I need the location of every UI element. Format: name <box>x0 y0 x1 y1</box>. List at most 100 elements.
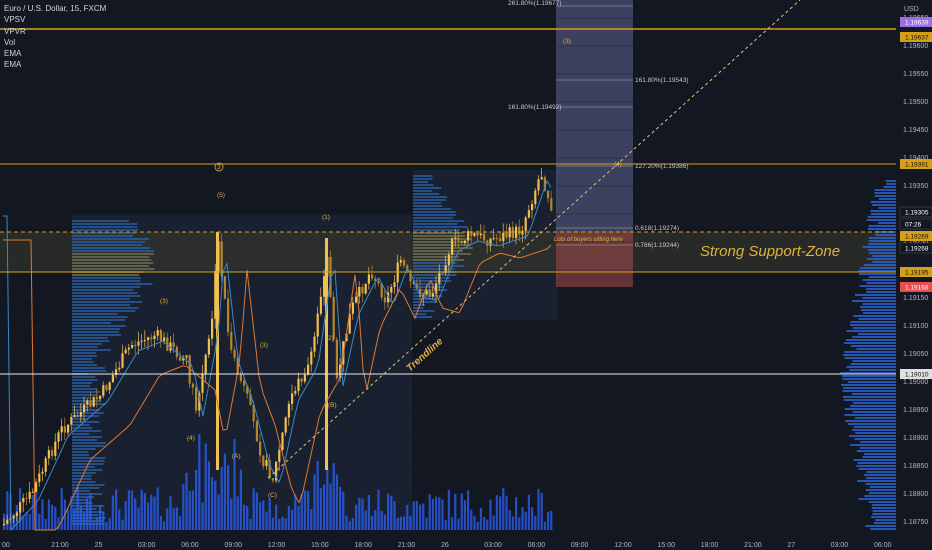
wave-label: (A) <box>232 453 241 460</box>
time-tick: 15:00 <box>311 542 329 549</box>
price-tick: 1.19150 <box>903 295 928 302</box>
price-tick: 1.19550 <box>903 71 928 78</box>
price-tick: 1.19500 <box>903 99 928 106</box>
time-tick: 03:00 <box>831 542 849 549</box>
candles <box>3 167 553 527</box>
time-tick: 03:00 <box>138 542 156 549</box>
fib-lines <box>556 5 633 246</box>
support-zone-label: Strong Support-Zone <box>700 243 840 260</box>
trendline[interactable] <box>267 0 801 479</box>
wave-label: (B) <box>328 402 337 409</box>
price-badge-label: 07:26 <box>905 222 922 229</box>
indicator-ema-1[interactable]: EMA <box>4 49 22 59</box>
fib-label: 161.80%(1.19543) <box>635 77 689 84</box>
price-tick: 1.18900 <box>903 435 928 442</box>
price-badge-label: 1.19195 <box>905 270 929 277</box>
time-tick: 18:00 <box>701 542 719 549</box>
time-tick: 06:00 <box>528 542 546 549</box>
price-badge <box>900 231 932 241</box>
fib-label: 161.80%(1.19492) <box>508 104 562 111</box>
price-tick: 1.19400 <box>903 155 928 162</box>
time-tick: 21:00 <box>398 542 416 549</box>
price-badge-label: 1.19639 <box>905 20 929 27</box>
symbol-title[interactable]: Euro / U.S. Dollar, 15, FXCM <box>4 4 107 13</box>
time-tick: 06:00 <box>874 542 892 549</box>
wave-labels: (3) (5) (4) (3) (A) (B) (C) (1) (2) 3 (4) (3) <box>160 38 622 499</box>
price-badge-label: 1.19010 <box>905 372 929 379</box>
fib-label: 0.786(1.19244) <box>635 242 679 249</box>
price-tick: 1.18950 <box>903 407 928 414</box>
wave-label: (4) <box>614 161 622 168</box>
indicator-vpvr[interactable]: VPVR <box>4 26 26 36</box>
price-tick: 1.18850 <box>903 463 928 470</box>
price-axis-badges: 1.19639 1.19637 1.19391 1.19305 07:26 1.19269… <box>899 17 932 379</box>
indicator-ema-2[interactable]: EMA <box>4 60 22 70</box>
time-tick: 09:00 <box>571 542 589 549</box>
price-badge <box>900 282 932 292</box>
price-badge <box>899 206 932 218</box>
price-badge <box>900 267 932 277</box>
wave-label: (4) <box>187 435 195 442</box>
fib-extension-box-lower <box>556 232 633 287</box>
price-badge-label: 1.19168 <box>905 285 929 292</box>
price-tick: 1.19100 <box>903 323 928 330</box>
price-tick: 1.19600 <box>903 43 928 50</box>
time-tick: 00 <box>2 542 10 549</box>
fib-labels: 261.80%(1.19677) 161.80%(1.19543) 161.80%(… <box>508 0 689 249</box>
wave-label: (3) <box>260 342 268 349</box>
ema-lines <box>3 179 552 532</box>
price-badge <box>900 159 932 169</box>
price-tick: 1.19450 <box>903 127 928 134</box>
time-tick: 21:00 <box>51 542 69 549</box>
price-tick: 1.19000 <box>903 379 928 386</box>
price-tick: 1.19350 <box>903 183 928 190</box>
price-tick: 1.18800 <box>903 491 928 498</box>
price-badge <box>899 242 932 254</box>
time-tick: 18:00 <box>354 542 372 549</box>
fib-label: 0.618(1.19274) <box>635 225 679 232</box>
wave-label: (1) <box>322 214 330 221</box>
chart-legend: Euro / U.S. Dollar, 15, FXCM VPSV VPVR V… <box>4 3 106 71</box>
price-badge <box>900 32 932 42</box>
price-badge-label: 1.19391 <box>905 162 929 169</box>
price-badge <box>900 17 932 27</box>
buyers-note-label: Lots of buyers sitting here <box>554 237 623 243</box>
time-tick: 26 <box>441 542 449 549</box>
price-badge <box>899 218 932 230</box>
time-tick: 03:00 <box>484 542 502 549</box>
time-tick: 21:00 <box>744 542 762 549</box>
indicator-vol[interactable]: Vol <box>4 37 16 47</box>
wave-label: 3 <box>217 164 221 171</box>
fib-label: 127.20%(1.19386) <box>635 163 689 170</box>
indicator-vpsv[interactable]: VPSV <box>4 15 26 25</box>
price-tick: 1.19050 <box>903 351 928 358</box>
price-badge-label: 1.19269 <box>905 234 929 241</box>
time-axis-ticks: 00 21:00 25 03:00 06:00 09:00 12:00 15:00 18:00 2… <box>2 542 892 549</box>
time-tick: 09:00 <box>225 542 243 549</box>
wave-label: (5) <box>217 192 225 199</box>
price-tick: 1.19250 <box>903 239 928 246</box>
time-axis-panel[interactable] <box>0 538 932 550</box>
time-tick: 27 <box>787 542 795 549</box>
price-badge-label: 1.19305 <box>905 210 929 217</box>
wave-label: (3) <box>160 298 168 305</box>
time-tick: 12:00 <box>614 542 632 549</box>
price-badge-label: 1.19268 <box>905 246 929 253</box>
time-tick: 25 <box>95 542 103 549</box>
price-tick: 1.18750 <box>903 519 928 526</box>
wave-label: (3) <box>563 38 571 45</box>
time-tick: 12:00 <box>268 542 286 549</box>
wave-3-circle <box>214 162 224 172</box>
fib-label: 261.80%(1.19677) <box>508 0 562 7</box>
time-tick: 15:00 <box>658 542 676 549</box>
fib-extension-box-upper <box>556 0 633 232</box>
currency-label: USD <box>904 6 919 13</box>
price-badge-label: 1.19637 <box>905 35 929 42</box>
wave-label: (2) <box>326 335 334 342</box>
volume-profiles <box>72 175 896 530</box>
time-tick: 06:00 <box>181 542 199 549</box>
price-badge <box>900 369 932 379</box>
wave-label: (C) <box>268 492 277 499</box>
